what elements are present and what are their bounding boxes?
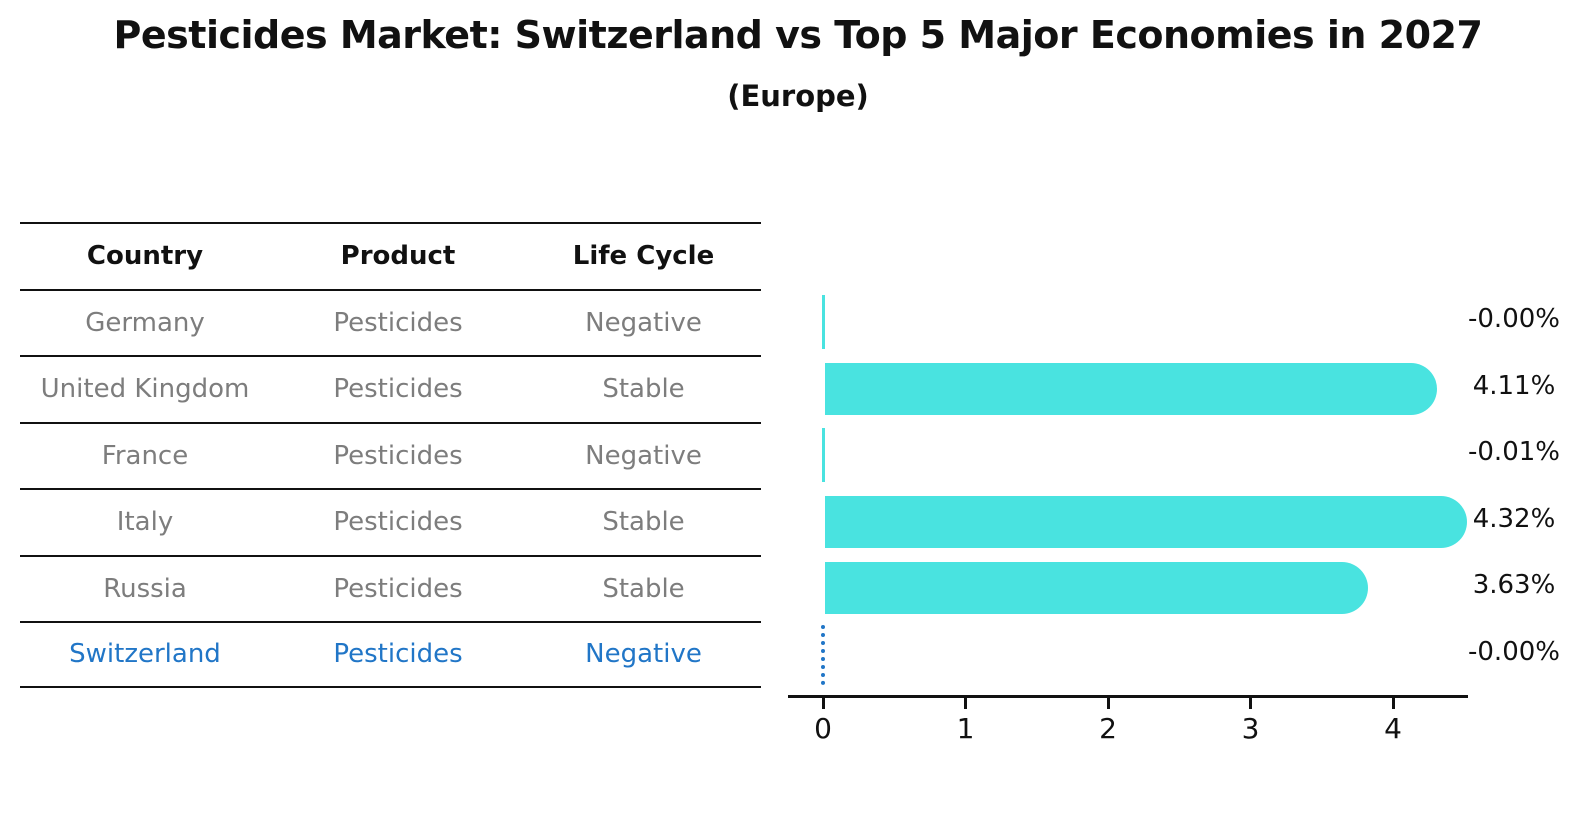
country-table: Country Product Life Cycle Germany Pesti… [20,222,761,688]
cell-product: Pesticides [333,507,463,538]
bar-germany [822,295,825,349]
cell-life-cycle: Stable [602,507,685,538]
table-header-row: Country Product Life Cycle [20,222,761,289]
table-row-france: France Pesticides Negative [20,421,761,489]
cell-life-cycle: Negative [585,440,702,471]
value-label-united-kingdom: 4.11% [1472,370,1556,401]
column-header-life-cycle: Life Cycle [572,241,715,272]
x-tick-label-1: 1 [956,712,975,745]
cell-country: United Kingdom [40,374,250,405]
bar-italy [825,495,1467,548]
x-tick-mark-0 [821,695,825,709]
cell-country: Russia [103,573,187,604]
cell-product: Pesticides [333,307,463,338]
value-label-russia: 3.63% [1472,570,1556,600]
page-subtitle: (Europe) [727,79,869,113]
cell-product: Pesticides [333,440,463,471]
cell-life-cycle: Negative [585,639,702,670]
table-row-united-kingdom: United Kingdom Pesticides Stable [20,355,761,422]
table-row-germany: Germany Pesticides Negative [20,288,761,356]
x-axis-line [788,695,1468,698]
bar-united-kingdom [825,362,1437,415]
x-tick-label-4: 4 [1384,712,1402,745]
cell-life-cycle: Stable [602,573,685,604]
table-row-switzerland: Switzerland Pesticides Negative [20,621,761,688]
page-title: Pesticides Market: Switzerland vs Top 5 … [113,13,1483,57]
value-label-italy: 4.32% [1472,503,1556,534]
cell-product: Pesticides [333,639,463,670]
cell-product: Pesticides [333,573,463,604]
bar-france [822,428,825,482]
x-tick-mark-3 [1249,695,1252,709]
bar-russia [825,562,1369,614]
value-label-germany: -0.00% [1468,304,1560,334]
column-header-product: Product [340,241,456,272]
cell-country: France [101,440,189,471]
value-label-france: -0.01% [1468,437,1560,467]
cell-life-cycle: Stable [602,374,685,405]
value-label-switzerland: -0.00% [1468,636,1560,667]
x-tick-label-0: 0 [814,712,832,745]
x-tick-label-3: 3 [1241,712,1260,745]
column-header-country: Country [86,241,204,272]
cell-life-cycle: Negative [585,307,702,338]
cell-country: Switzerland [69,639,221,670]
bar-switzerland-dotted [821,624,825,685]
x-tick-label-2: 2 [1099,712,1117,745]
x-tick-mark-2 [1106,695,1110,709]
x-tick-mark-1 [964,695,967,709]
x-tick-mark-4 [1391,695,1395,709]
table-row-russia: Russia Pesticides Stable [20,554,761,622]
table-row-italy: Italy Pesticides Stable [20,488,761,555]
cell-product: Pesticides [333,374,463,405]
cell-country: Germany [85,307,205,338]
cell-country: Italy [116,507,174,538]
